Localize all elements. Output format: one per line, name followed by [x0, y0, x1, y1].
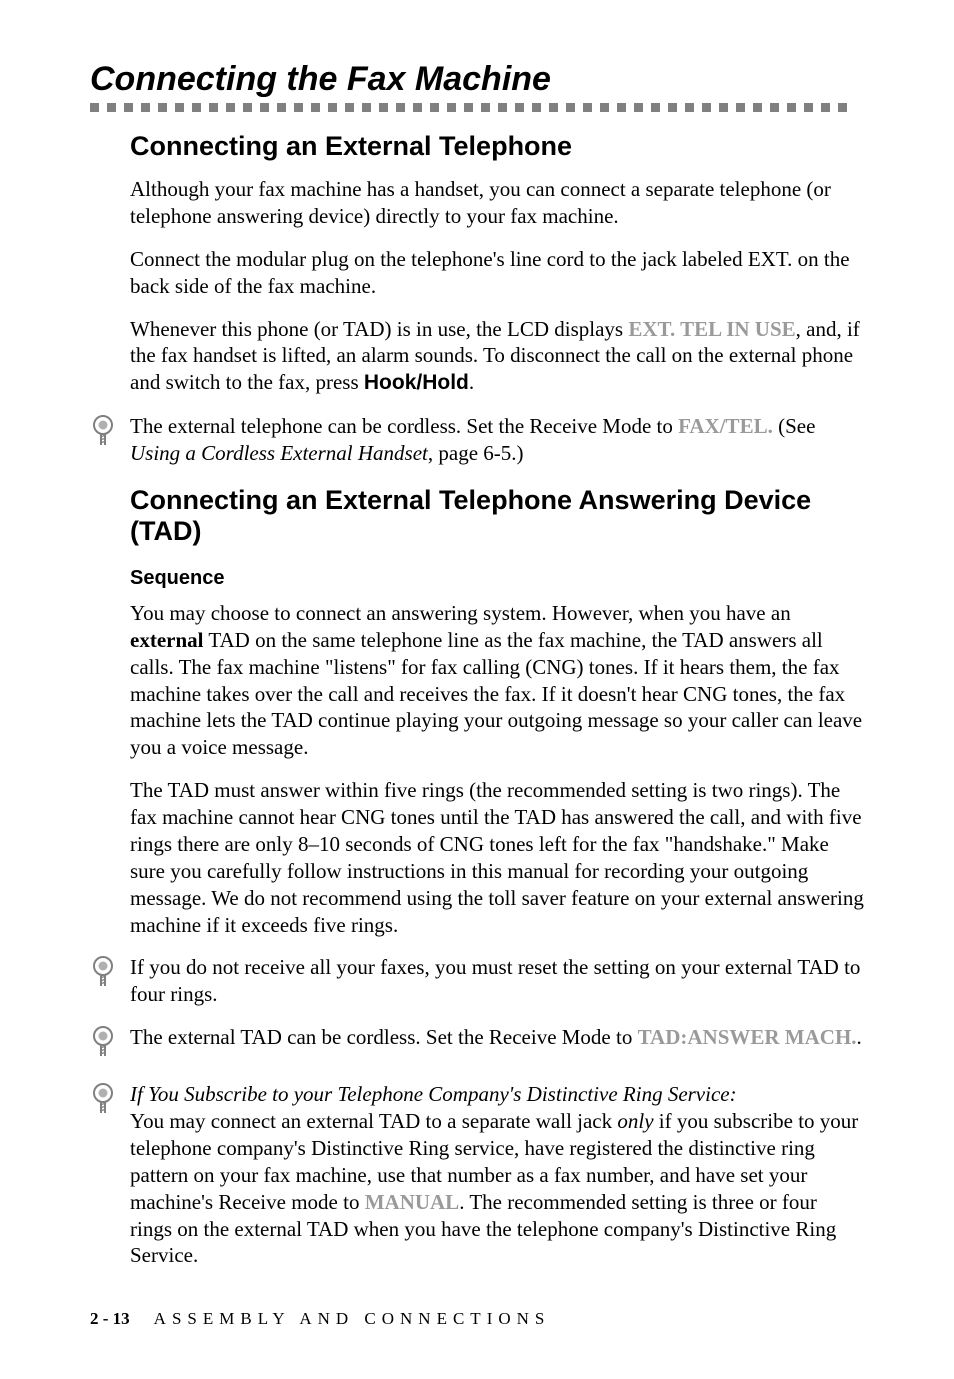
- section-name: ASSEMBLY AND CONNECTIONS: [154, 1309, 551, 1328]
- note: The external telephone can be cordless. …: [90, 413, 864, 467]
- body-text: Whenever this phone (or TAD) is in use, …: [130, 316, 864, 398]
- body-text: Although your fax machine has a handset,…: [130, 176, 864, 230]
- text-run: You may choose to connect an answering s…: [130, 601, 791, 625]
- lightbulb-icon: [90, 413, 130, 454]
- text-run: The external TAD can be cordless. Set th…: [130, 1025, 638, 1049]
- note: The external TAD can be cordless. Set th…: [90, 1024, 864, 1065]
- text-run: TAD on the same telephone line as the fa…: [130, 628, 862, 760]
- emphasis-text: external: [130, 628, 203, 652]
- button-label: Hook/Hold: [364, 371, 469, 394]
- lightbulb-icon: [90, 954, 130, 995]
- lightbulb-icon: [90, 1081, 130, 1122]
- body-text: The TAD must answer within five rings (t…: [130, 777, 864, 938]
- mode-text: MANUAL: [365, 1190, 460, 1214]
- note-text: The external TAD can be cordless. Set th…: [130, 1024, 862, 1051]
- lightbulb-icon: [90, 1024, 130, 1065]
- heading-ext-telephone: Connecting an External Telephone: [130, 131, 864, 162]
- note-text: If you do not receive all your faxes, yo…: [130, 954, 864, 1008]
- subheading-sequence: Sequence: [130, 567, 864, 590]
- text-run: You may connect an external TAD to a sep…: [130, 1109, 617, 1133]
- page-number: 2 - 13: [90, 1309, 130, 1328]
- note-heading: If You Subscribe to your Telephone Compa…: [130, 1082, 737, 1106]
- text-run: .: [469, 370, 474, 394]
- reference-text: Using a Cordless External Handset: [130, 441, 428, 465]
- section-divider: [90, 103, 864, 113]
- text-run: The external telephone can be cordless. …: [130, 414, 678, 438]
- note-text: If You Subscribe to your Telephone Compa…: [130, 1081, 864, 1269]
- text-run: .: [857, 1025, 862, 1049]
- note: If you do not receive all your faxes, yo…: [90, 954, 864, 1008]
- body-text: Connect the modular plug on the telephon…: [130, 246, 864, 300]
- lcd-text: EXT. TEL IN USE: [628, 317, 795, 341]
- emphasis-text: only: [617, 1109, 653, 1133]
- text-run: (See: [773, 414, 816, 438]
- text-run: Whenever this phone (or TAD) is in use, …: [130, 317, 628, 341]
- page-title: Connecting the Fax Machine: [90, 60, 864, 99]
- body-text: You may choose to connect an answering s…: [130, 600, 864, 761]
- text-run: , page 6-5.): [428, 441, 524, 465]
- mode-text: TAD:ANSWER MACH.: [638, 1025, 857, 1049]
- mode-text: FAX/TEL.: [678, 414, 773, 438]
- note-text: The external telephone can be cordless. …: [130, 413, 864, 467]
- note: If You Subscribe to your Telephone Compa…: [90, 1081, 864, 1269]
- heading-tad: Connecting an External Telephone Answeri…: [130, 485, 864, 547]
- page-footer: 2 - 13 ASSEMBLY AND CONNECTIONS: [90, 1309, 864, 1329]
